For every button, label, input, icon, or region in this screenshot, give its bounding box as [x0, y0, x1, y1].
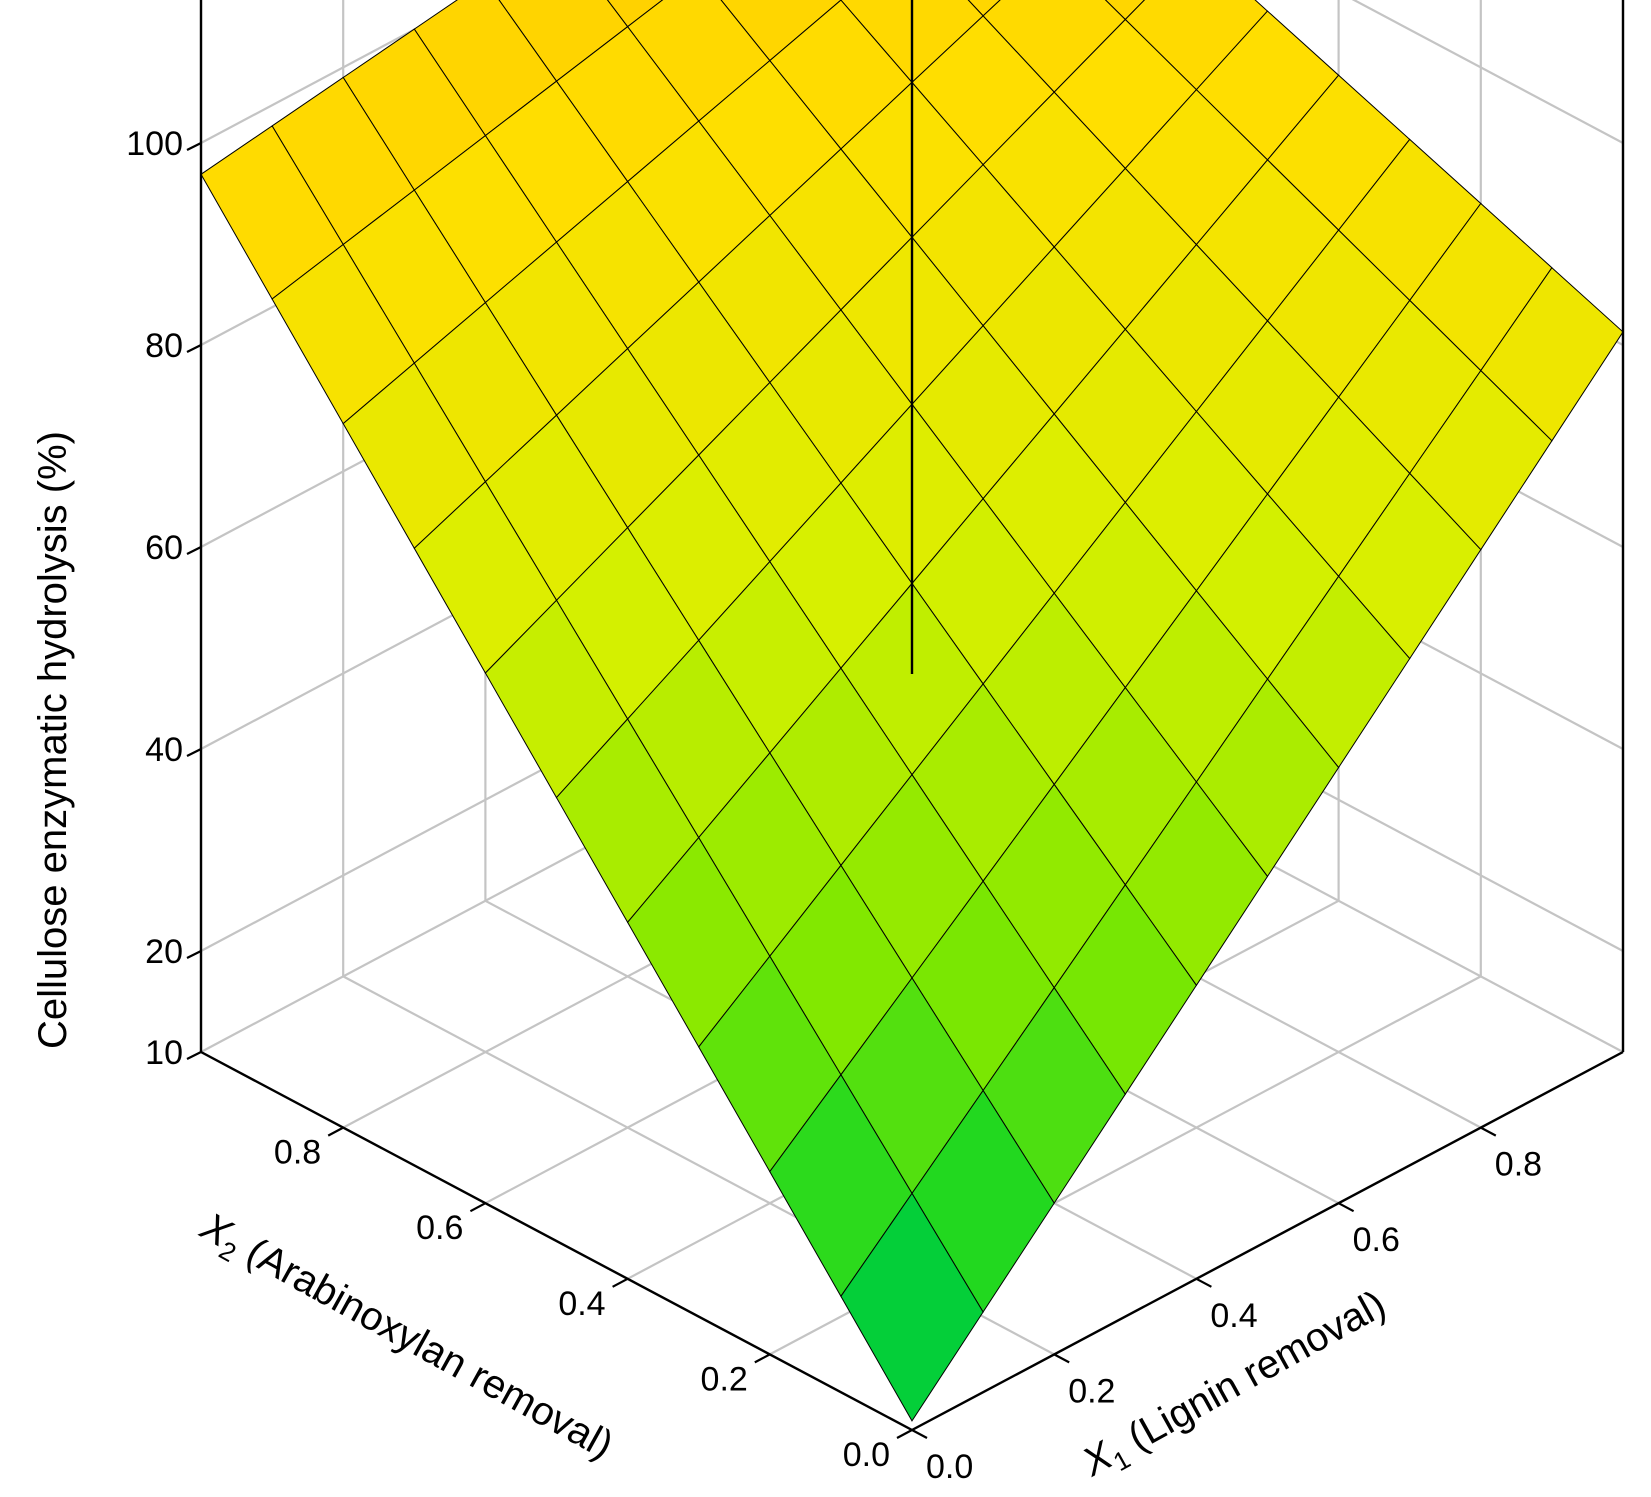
z-tick-mark	[186, 950, 202, 959]
y-tick-mark	[327, 1126, 344, 1137]
y-tick-mark	[754, 1353, 771, 1364]
z-tick-label: 10	[145, 1034, 183, 1072]
z-tick-mark	[186, 344, 202, 353]
axis-frame	[199, 0, 1625, 1432]
y-axis-title: X2 (Arabinoxylan removal)	[190, 1204, 621, 1473]
x-tick-label: 0.8	[1495, 1146, 1542, 1184]
z-axis-title: Cellulose enzymatic hydrolysis (%)	[31, 431, 75, 1049]
y-tick-label: 0.2	[701, 1360, 748, 1398]
surface-cell	[967, 0, 1001, 17]
z-tick-label: 20	[145, 933, 183, 971]
x-tick-mark	[1195, 1277, 1212, 1288]
z-tick-mark	[186, 142, 202, 151]
y-tick-label: 0.4	[558, 1285, 605, 1323]
y-tick-mark	[469, 1202, 486, 1213]
surface-cell	[606, 0, 664, 28]
surface-cell	[840, 1192, 984, 1422]
y-tick-label: 0.0	[843, 1436, 890, 1474]
y-tick-mark	[896, 1429, 913, 1439]
x-tick-mark	[911, 1429, 928, 1439]
tick-labels: 10204060801001200.00.20.40.60.80.00.20.4…	[126, 125, 1542, 1486]
y-axis-title-text: (Arabinoxylan removal)	[230, 1224, 621, 1467]
x-tick-mark	[1053, 1353, 1070, 1364]
x-tick-label: 0.6	[1353, 1221, 1400, 1259]
z-tick-mark	[186, 546, 202, 555]
z-tick-label: 100	[126, 125, 183, 163]
x-tick-label: 0.0	[926, 1448, 973, 1486]
surface-cell	[1104, 0, 1146, 21]
wall-gridline	[200, 0, 473, 144]
z-tick-mark	[186, 748, 202, 757]
frame-edge	[200, 1050, 913, 1432]
x-tick-label: 0.2	[1068, 1372, 1115, 1410]
y-tick-mark	[612, 1277, 629, 1288]
z-tick-label: 80	[145, 327, 183, 365]
y-tick-label: 0.6	[416, 1209, 463, 1247]
y-tick-label: 0.8	[274, 1134, 321, 1172]
z-tick-label: 40	[145, 731, 183, 769]
x-tick-mark	[1338, 1202, 1355, 1213]
z-tick-label: 60	[145, 529, 183, 567]
wall-gridline	[1351, 0, 1624, 144]
x-tick-mark	[1480, 1126, 1497, 1137]
response-surface	[200, 0, 1624, 1422]
z-tick-mark	[186, 1051, 202, 1060]
frame-edge	[911, 1050, 1624, 1432]
x-tick-label: 0.4	[1210, 1297, 1257, 1335]
